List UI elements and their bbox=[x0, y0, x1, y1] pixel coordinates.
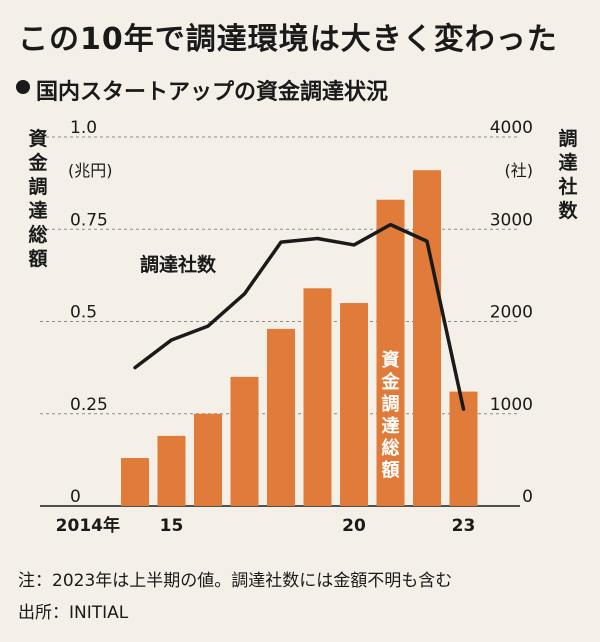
y-left-axis-title-char: 調 bbox=[28, 175, 47, 198]
y-left-tick-label: 0.75 bbox=[70, 210, 108, 230]
bar-series bbox=[121, 170, 478, 507]
y-right-axis-title-char: 数 bbox=[558, 199, 578, 222]
x-tick-label: 15 bbox=[160, 516, 184, 536]
bar bbox=[376, 199, 405, 507]
y-right-axis-title-char: 社 bbox=[557, 175, 577, 198]
bar bbox=[194, 413, 222, 506]
y-right-tick-label: 4000 bbox=[490, 118, 533, 138]
line-annotation: 調達社数 bbox=[140, 253, 217, 276]
bar-annotation-char: 額 bbox=[381, 459, 400, 481]
bar bbox=[230, 376, 259, 506]
bar bbox=[157, 435, 186, 506]
y-left-tick-label: 0 bbox=[70, 487, 81, 507]
y-right-tick-label: 1000 bbox=[490, 395, 533, 415]
bar-annotation-char: 調 bbox=[382, 393, 400, 415]
y-left-unit: (兆円) bbox=[68, 161, 113, 180]
bar bbox=[267, 328, 295, 506]
bar-annotation-char: 達 bbox=[382, 416, 400, 437]
y-right-axis-title: 調達社数 bbox=[557, 127, 578, 222]
y-right-axis-title-char: 達 bbox=[558, 151, 577, 174]
y-left-tick-label: 0.5 bbox=[70, 303, 97, 323]
bullet-icon bbox=[16, 80, 30, 94]
y-left-axis-title-char: 金 bbox=[27, 151, 48, 174]
y-left-axis-title-char: 資 bbox=[28, 127, 47, 150]
x-tick-label: 20 bbox=[342, 516, 366, 536]
y-left-axis-title-char: 額 bbox=[28, 247, 47, 270]
y-right-tick-label: 3000 bbox=[490, 210, 533, 230]
y-left-tick-label: 1.0 bbox=[70, 118, 97, 138]
axis-labels: 0 0 0.25 1000 0.5 2000 0.75 3000 1.0 4000 (兆円) (社) 資… bbox=[27, 118, 578, 536]
y-left-axis-title-char: 達 bbox=[28, 199, 47, 222]
y-right-unit: (社) bbox=[505, 161, 534, 180]
chart-title: この10年で調達環境は大きく変わった bbox=[18, 22, 558, 57]
bar-annotation-char: 総 bbox=[382, 437, 400, 459]
bar bbox=[413, 170, 441, 506]
chart-subtitle: 国内スタートアップの資金調達状況 bbox=[36, 80, 389, 105]
bar-annotation-char: 資 bbox=[382, 350, 400, 371]
y-right-tick-label: 2000 bbox=[490, 303, 533, 323]
y-right-axis-title-char: 調 bbox=[558, 127, 577, 150]
bar bbox=[303, 288, 332, 506]
bar bbox=[121, 458, 149, 506]
chart-note: 注：2023年は上半期の値。調達社数には金額不明も含む bbox=[18, 571, 453, 591]
chart-source: 出所：INITIAL bbox=[18, 603, 129, 623]
x-tick-label: 23 bbox=[452, 516, 476, 536]
line-series bbox=[133, 222, 466, 411]
y-right-tick-label: 0 bbox=[522, 487, 533, 507]
x-tick-label: 2014年 bbox=[56, 515, 120, 536]
y-left-axis-title-char: 総 bbox=[28, 223, 47, 246]
bar-annotation-char: 金 bbox=[381, 371, 401, 393]
y-left-tick-label: 0.25 bbox=[70, 395, 108, 415]
chart-canvas: 0 0 0.25 1000 0.5 2000 0.75 3000 1.0 4000 (兆円) (社) 資… bbox=[27, 118, 578, 536]
bar bbox=[340, 303, 368, 506]
line-path bbox=[133, 222, 466, 411]
